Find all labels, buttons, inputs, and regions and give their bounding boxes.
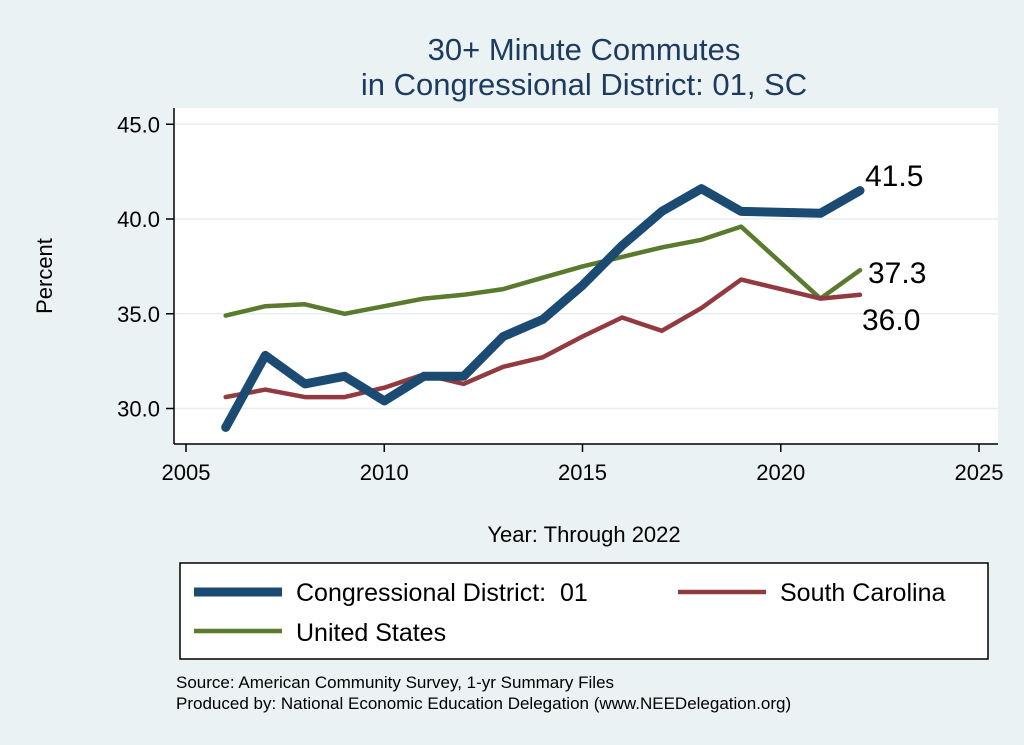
legend-label-district: Congressional District: 01	[296, 579, 588, 607]
chart-title-line-1: 30+ Minute Commutes	[428, 32, 741, 67]
x-axis-ticks: 2005 2010 2015 2020 2025	[162, 444, 1004, 485]
legend-box	[179, 562, 989, 660]
end-labels: 41.5 36.0 37.3	[862, 160, 926, 337]
series-line-south-carolina	[223, 277, 863, 400]
gridlines	[174, 123, 998, 410]
x-tick-label-2010: 2010	[360, 460, 409, 485]
series-lines	[221, 184, 865, 432]
legend-label-south-carolina: South Carolina	[780, 579, 945, 607]
x-tick-label-2025: 2025	[955, 460, 1004, 485]
y-axis-ticks: 30.0 35.0 40.0 45.0	[117, 112, 174, 422]
end-label-district: 41.5	[865, 160, 923, 193]
y-tick-label-45: 45.0	[117, 112, 160, 137]
y-tick-label-40: 40.0	[117, 207, 160, 232]
y-tick-label-30: 30.0	[117, 397, 160, 422]
chart-title-line-2: in Congressional District: 01, SC	[361, 67, 807, 102]
x-tick-label-2020: 2020	[756, 460, 805, 485]
producer-note: Produced by: National Economic Education…	[176, 694, 791, 713]
series-line-district	[221, 184, 865, 432]
legend-label-united-states: United States	[296, 619, 446, 647]
source-note: Source: American Community Survey, 1-yr …	[176, 673, 614, 692]
x-tick-label-2015: 2015	[558, 460, 607, 485]
series-line-united-states	[223, 224, 863, 318]
end-label-south-carolina: 36.0	[862, 304, 920, 337]
legend: Congressional District: 01 South Carolin…	[179, 562, 989, 660]
x-axis-label: Year: Through 2022	[487, 522, 680, 547]
end-label-united-states: 37.3	[868, 257, 926, 290]
y-tick-label-35: 35.0	[117, 302, 160, 327]
y-axis-label: Percent	[32, 238, 57, 314]
x-tick-label-2005: 2005	[162, 460, 211, 485]
